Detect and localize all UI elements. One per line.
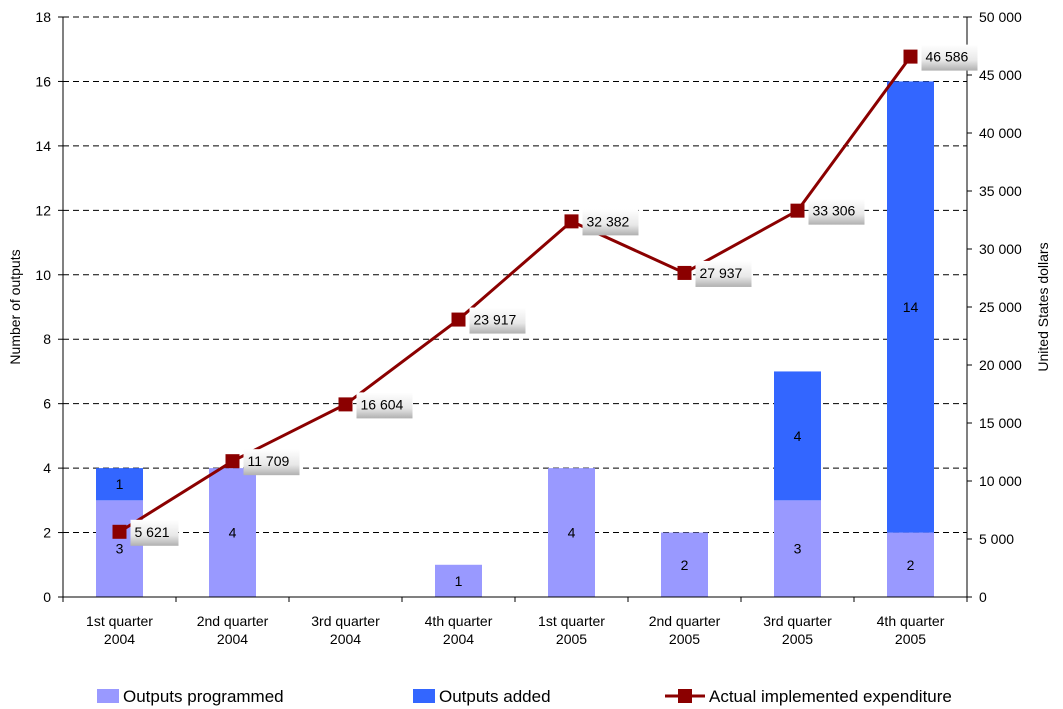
bar-outputs-programmed [774, 500, 821, 597]
expenditure-marker [225, 454, 240, 469]
bar-outputs-added [774, 371, 821, 501]
y2-tick-label: 0 [979, 589, 987, 605]
bar-label-added: 14 [903, 299, 919, 315]
bar-label-programmed: 2 [681, 557, 689, 573]
expenditure-data-label: 11 709 [248, 453, 290, 469]
bar-label-programmed: 3 [116, 541, 124, 557]
expenditure-label-box [469, 307, 526, 334]
bar-label-added: 4 [794, 428, 802, 444]
expenditure-marker [112, 524, 127, 539]
legend-marker-expenditure [678, 689, 692, 703]
bar-label-programmed: 3 [794, 541, 802, 557]
x-tick-label: 1st quarter [538, 613, 605, 629]
y-tick-label: 14 [35, 138, 51, 154]
x-tick-label: 2005 [782, 631, 813, 647]
y2-tick-label: 50 000 [979, 9, 1022, 25]
y2-tick-label: 40 000 [979, 125, 1022, 141]
x-tick-label: 2004 [217, 631, 248, 647]
y2-tick-label: 45 000 [979, 67, 1022, 83]
bar-outputs-programmed [887, 532, 934, 597]
bar-outputs-programmed [548, 468, 595, 597]
y-tick-label: 6 [43, 396, 51, 412]
bar-label-added: 1 [116, 476, 124, 492]
expenditure-marker [790, 203, 805, 218]
expenditure-label-box [921, 44, 978, 71]
y-tick-label: 16 [35, 73, 51, 89]
y-axis-title: Number of outputs [7, 249, 23, 364]
y2-tick-label: 25 000 [979, 299, 1022, 315]
expenditure-label-box [243, 449, 300, 476]
legend-label-expenditure: Actual implemented expenditure [709, 687, 952, 706]
expenditure-label-box [695, 260, 752, 287]
y-tick-label: 10 [35, 267, 51, 283]
legend-label-programmed: Outputs programmed [123, 687, 284, 706]
y2-tick-label: 35 000 [979, 183, 1022, 199]
x-tick-label: 3rd quarter [763, 613, 832, 629]
y2-tick-label: 5 000 [979, 531, 1014, 547]
expenditure-label-box [808, 198, 865, 225]
x-tick-label: 2005 [895, 631, 926, 647]
x-tick-label: 4th quarter [425, 613, 493, 629]
legend-swatch-programmed [97, 689, 119, 703]
y-tick-label: 0 [43, 589, 51, 605]
bar-label-programmed: 4 [568, 525, 576, 541]
gridlines [63, 16, 967, 534]
y-tick-label: 18 [35, 9, 51, 25]
legend-swatch-added [413, 689, 435, 703]
expenditure-marker [677, 265, 692, 280]
bar-label-programmed: 4 [229, 525, 237, 541]
expenditure-label-box [356, 392, 413, 419]
x-tick-label: 2005 [556, 631, 587, 647]
expenditure-label-box [130, 519, 179, 546]
expenditure-data-label: 46 586 [926, 49, 969, 65]
expenditure-labels: 5 621 11 709 16 604 23 917 32 382 27 937 33 30… [130, 44, 978, 546]
bar-outputs-programmed [661, 532, 708, 597]
bar-outputs-programmed [209, 468, 256, 597]
bar-label-programmed: 1 [455, 573, 463, 589]
legend: Outputs programmed Outputs added Actual … [97, 687, 952, 706]
x-tick-label: 2nd quarter [197, 613, 269, 629]
y-tick-label: 12 [35, 202, 51, 218]
expenditure-data-label: 32 382 [587, 213, 630, 229]
expenditure-marker [564, 214, 579, 229]
y-tick-label: 2 [43, 525, 51, 541]
bar-outputs-programmed [96, 500, 143, 597]
y-tick-label: 8 [43, 331, 51, 347]
expenditure-data-label: 33 306 [813, 203, 856, 219]
x-tick-label: 2005 [669, 631, 700, 647]
expenditure-data-label: 27 937 [700, 265, 743, 281]
y2-tick-label: 15 000 [979, 415, 1022, 431]
y-tick-label: 4 [43, 460, 51, 476]
x-tick-label: 4th quarter [877, 613, 945, 629]
bar-outputs-added [96, 468, 143, 501]
x-tick-label: 3rd quarter [311, 613, 380, 629]
expenditure-data-label: 23 917 [474, 312, 517, 328]
y2-tick-label: 10 000 [979, 473, 1022, 489]
legend-label-added: Outputs added [439, 687, 551, 706]
expenditure-marker [903, 49, 918, 64]
x-tick-label: 2004 [443, 631, 474, 647]
bar-label-programmed: 2 [907, 557, 915, 573]
bar-outputs-programmed [435, 564, 482, 597]
y2-tick-label: 30 000 [979, 241, 1022, 257]
x-tick-label: 2004 [330, 631, 361, 647]
expenditure-marker [338, 397, 353, 412]
expenditure-data-label: 16 604 [361, 396, 404, 412]
x-tick-label: 2004 [104, 631, 135, 647]
bar-outputs-added [887, 81, 934, 533]
x-tick-label: 2nd quarter [649, 613, 721, 629]
y2-tick-label: 20 000 [979, 357, 1022, 373]
y2-axis-title: United States dollars [1035, 242, 1051, 371]
expenditure-marker [451, 312, 466, 327]
expenditure-label-box [582, 209, 639, 236]
x-tick-label: 1st quarter [86, 613, 153, 629]
expenditure-data-label: 5 621 [135, 524, 170, 540]
